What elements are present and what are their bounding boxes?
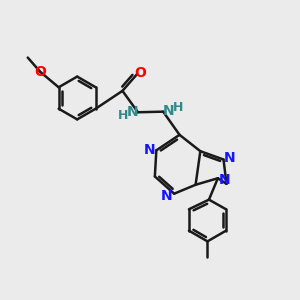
- Text: N: N: [144, 143, 156, 157]
- Text: H: H: [118, 109, 128, 122]
- Text: O: O: [34, 65, 46, 79]
- Text: N: N: [219, 173, 230, 187]
- Text: N: N: [163, 104, 175, 118]
- Text: O: O: [134, 66, 146, 80]
- Text: N: N: [224, 151, 236, 165]
- Text: N: N: [161, 189, 173, 203]
- Text: N: N: [127, 105, 138, 119]
- Text: H: H: [173, 101, 183, 114]
